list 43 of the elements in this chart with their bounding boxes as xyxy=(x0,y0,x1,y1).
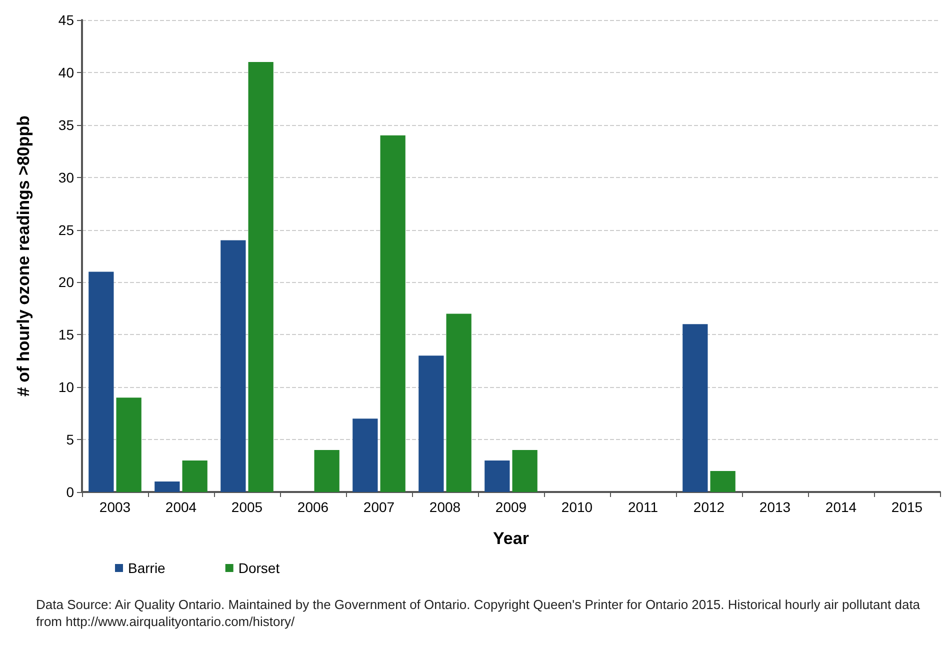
bar xyxy=(380,135,406,492)
x-tick-label: 2008 xyxy=(429,499,461,515)
x-tick-label: 2015 xyxy=(891,499,923,515)
y-axis-title: # of hourly ozone readings >80ppb xyxy=(14,115,33,397)
bar xyxy=(314,450,340,492)
x-tick-label: 2006 xyxy=(297,499,329,515)
bar xyxy=(220,240,246,492)
bar xyxy=(116,398,142,492)
y-tick-label: 20 xyxy=(58,274,74,290)
y-tick-label: 30 xyxy=(58,169,74,186)
y-tick-label: 25 xyxy=(58,222,74,238)
legend-label: Barrie xyxy=(128,560,166,576)
x-axis-title: Year xyxy=(493,529,530,548)
bar xyxy=(682,324,708,492)
bar xyxy=(446,314,472,492)
y-tick-label: 35 xyxy=(58,116,74,133)
y-tick-label: 45 xyxy=(58,12,74,28)
x-tick-label: 2011 xyxy=(628,499,658,515)
x-tick-label: 2007 xyxy=(363,499,395,515)
y-tick-label: 40 xyxy=(58,64,74,80)
legend-label: Dorset xyxy=(238,560,280,576)
x-tick-label: 2013 xyxy=(759,499,791,515)
y-tick-label: 15 xyxy=(58,326,74,343)
bar xyxy=(710,471,736,492)
bar xyxy=(484,460,510,492)
bar xyxy=(512,450,538,492)
bar xyxy=(88,272,114,492)
bar xyxy=(352,418,378,492)
x-tick-label: 2010 xyxy=(561,499,593,515)
bar xyxy=(182,460,208,492)
y-tick-label: 5 xyxy=(66,432,74,448)
y-tick-label: 0 xyxy=(66,484,74,500)
x-tick-label: 2004 xyxy=(165,499,197,515)
x-tick-label: 2012 xyxy=(693,499,725,515)
bar xyxy=(418,356,444,492)
bar xyxy=(248,62,274,492)
x-tick-label: 2014 xyxy=(825,499,857,515)
source-note: Data Source: Air Quality Ontario. Maintained by the Government of Ontario. Copyright Queen's Printer for Ontario 2015. Historical hourly air pollutant data from http://www.airqualityontario.com/history/ xyxy=(36,596,922,630)
x-tick-label: 2005 xyxy=(231,499,263,515)
bar xyxy=(154,482,180,492)
y-tick-label: 10 xyxy=(58,379,74,396)
x-tick-label: 2003 xyxy=(99,499,131,515)
x-tick-label: 2009 xyxy=(495,499,527,515)
